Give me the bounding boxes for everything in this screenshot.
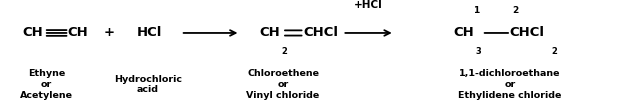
- Text: CHCl: CHCl: [303, 26, 338, 39]
- Text: +HCl: +HCl: [354, 0, 383, 10]
- Text: HCl: HCl: [137, 26, 162, 39]
- Text: CH: CH: [68, 26, 88, 39]
- Text: CH: CH: [454, 26, 475, 39]
- Text: CHCl: CHCl: [509, 26, 544, 39]
- Text: 1: 1: [473, 6, 479, 15]
- Text: CH: CH: [23, 26, 44, 39]
- Text: 1,1-dichloroethane
or
Ethylidene chloride: 1,1-dichloroethane or Ethylidene chlorid…: [458, 69, 562, 100]
- Text: +: +: [103, 26, 114, 39]
- Text: CH: CH: [259, 26, 280, 39]
- Text: Ethyne
or
Acetylene: Ethyne or Acetylene: [20, 69, 73, 100]
- Text: 2: 2: [512, 6, 518, 15]
- Text: Hydrochloric
acid: Hydrochloric acid: [114, 75, 182, 94]
- Text: 3: 3: [476, 47, 481, 56]
- Text: 2: 2: [552, 47, 557, 56]
- Text: Chloroethene
or
Vinyl chloride: Chloroethene or Vinyl chloride: [246, 69, 320, 100]
- Text: 2: 2: [281, 47, 287, 56]
